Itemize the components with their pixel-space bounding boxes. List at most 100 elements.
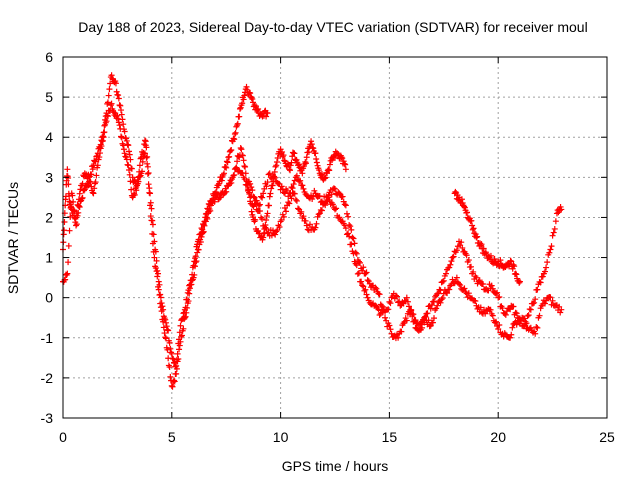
data-point-interp (145, 170, 152, 177)
data-point-interp (117, 102, 124, 109)
data-point-interp (496, 322, 503, 328)
data-point-interp (305, 149, 312, 156)
data-point (427, 322, 434, 329)
data-point-interp (157, 294, 164, 301)
data-point-interp (66, 227, 73, 234)
data-point-interp (278, 183, 285, 190)
data-point (94, 162, 101, 169)
data-point-interp (255, 202, 262, 209)
data-point-interp (293, 197, 300, 204)
data-point-interp (167, 373, 174, 380)
data-point-interp (365, 278, 372, 285)
data-point-interp (450, 253, 457, 260)
data-point-interp (162, 334, 169, 341)
data-point-interp (354, 270, 361, 277)
data-point-interp (291, 177, 298, 184)
data-point (449, 254, 456, 261)
data-point (308, 138, 315, 145)
data-point (477, 242, 484, 249)
data-point (534, 286, 541, 293)
data-point-interp (243, 181, 250, 188)
data-point-interp (310, 145, 317, 152)
data-point (434, 302, 441, 309)
data-point (408, 306, 415, 313)
data-point-interp (74, 212, 81, 219)
data-point (323, 198, 330, 205)
data-point-interp (478, 241, 485, 248)
data-point-interp (336, 214, 343, 221)
data-point-interp (446, 286, 453, 293)
data-point (266, 170, 273, 177)
data-point (527, 306, 534, 313)
series-arc-d (244, 178, 565, 342)
data-point-interp (405, 303, 412, 310)
data-point (260, 190, 267, 197)
data-point-interp (172, 363, 179, 370)
data-point-interp (259, 215, 266, 222)
data-point-interp (464, 209, 471, 216)
data-point (532, 330, 539, 337)
data-point-interp (162, 319, 169, 326)
data-point-interp (489, 285, 496, 292)
data-point-interp (124, 161, 131, 168)
axis-ticks: 0 5 10 15 20 25 -3 -2 -1 0 1 2 3 4 5 6 (41, 49, 615, 445)
data-point-interp (360, 264, 367, 271)
data-point-interp (268, 185, 275, 192)
data-point-interp (263, 216, 270, 223)
data-point-interp (387, 300, 394, 307)
data-point-interp (419, 324, 426, 331)
data-point-interp (461, 285, 468, 292)
data-point-interp (145, 181, 152, 188)
data-point (125, 142, 132, 149)
data-point (168, 382, 175, 389)
data-point-interp (487, 306, 494, 313)
data-point-interp (313, 159, 320, 166)
data-point (177, 322, 184, 329)
data-point-interp (180, 310, 187, 317)
data-point-interp (192, 253, 199, 260)
data-point-interp (291, 190, 298, 197)
data-point-interp (461, 204, 468, 211)
data-point-interp (491, 319, 498, 326)
data-point-interp (89, 166, 96, 173)
data-point (453, 274, 460, 281)
data-point-interp (65, 174, 72, 181)
data-point-interp (322, 174, 329, 181)
data-point-interp (499, 305, 506, 312)
data-point-interp (152, 248, 159, 255)
data-point-interp (243, 83, 250, 90)
data-point-interp (143, 144, 150, 151)
data-point-interp (192, 259, 199, 266)
data-point-interp (115, 95, 122, 102)
y-tick-label: 3 (45, 169, 53, 185)
data-point (355, 258, 362, 265)
data-point-interp (522, 320, 529, 327)
data-point-interp (422, 313, 429, 320)
series-arc-b (60, 100, 349, 370)
data-point (362, 270, 369, 277)
data-point-interp (470, 225, 477, 232)
data-point-interp (120, 121, 127, 128)
data-point (488, 282, 495, 289)
data-point-interp (128, 165, 135, 172)
data-point-interp (318, 207, 325, 214)
data-point-interp (437, 299, 444, 306)
data-point-interp (232, 129, 239, 136)
data-point-interp (131, 191, 138, 198)
data-point-interp (67, 199, 74, 206)
data-point-interp (223, 164, 230, 171)
data-point-interp (267, 190, 274, 197)
data-point-interp (124, 141, 131, 148)
data-point-interp (144, 170, 151, 177)
data-point-interp (211, 198, 218, 205)
data-point-interp (534, 324, 541, 331)
data-point-interp (252, 216, 259, 223)
data-point-interp (315, 211, 322, 218)
data-point (116, 102, 123, 109)
data-point (125, 162, 132, 169)
data-point-interp (113, 88, 120, 95)
data-point-interp (392, 292, 399, 299)
data-point-interp (516, 279, 523, 286)
data-point-interp (89, 189, 96, 196)
data-points (60, 72, 565, 390)
